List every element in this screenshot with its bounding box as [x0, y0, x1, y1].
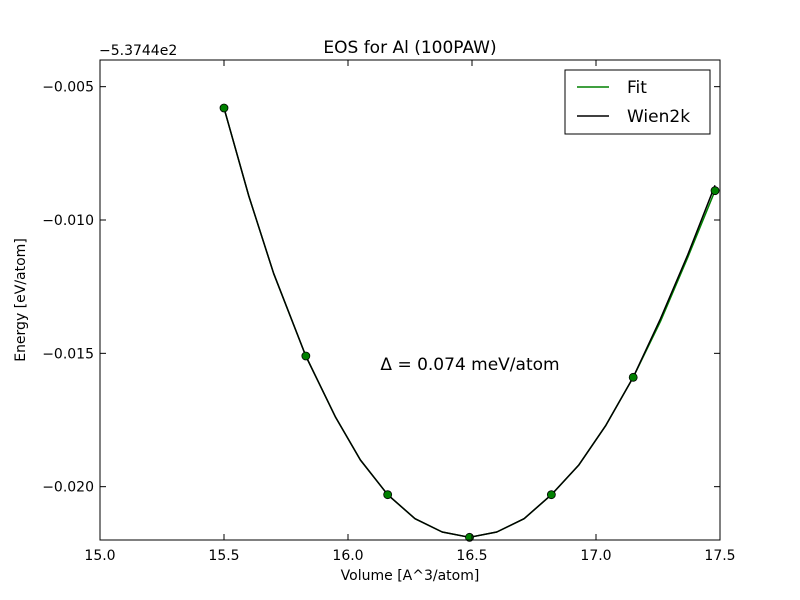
- legend-label-fit: Fit: [627, 78, 647, 98]
- y-tick-label: −0.010: [42, 213, 94, 229]
- data-point: [301, 351, 311, 361]
- x-tick-label: 16.5: [456, 548, 487, 564]
- axis-ticks: 15.0 15.5 16.0 16.5 17.0 17.5 −0.005 −0.010 −0.0…: [42, 60, 736, 564]
- axes-frame: [99, 59, 721, 541]
- x-tick-label: 17.0: [580, 548, 611, 564]
- data-point: [628, 372, 638, 382]
- legend-label-wien2k: Wien2k: [627, 107, 690, 127]
- legend: Fit Wien2k: [564, 69, 711, 135]
- y-tick-label: −0.005: [42, 80, 94, 96]
- y-axis-offset-label: −5.3744e2: [99, 43, 177, 59]
- x-tick-label: 16.0: [332, 548, 363, 564]
- x-tick-label: 17.5: [704, 548, 735, 564]
- data-point: [383, 490, 393, 500]
- legend-box: [564, 69, 711, 135]
- x-tick-label: 15.0: [84, 548, 115, 564]
- data-points: [219, 103, 720, 542]
- data-point: [546, 490, 556, 500]
- delta-annotation: Δ = 0.074 meV/atom: [380, 355, 559, 375]
- data-point: [710, 186, 720, 196]
- y-axis-label: Energy [eV/atom]: [13, 238, 29, 362]
- y-tick-label: −0.020: [42, 480, 94, 496]
- x-tick-label: 15.5: [208, 548, 239, 564]
- chart-title: EOS for Al (100PAW): [323, 38, 496, 58]
- data-point: [219, 103, 229, 113]
- y-tick-label: −0.015: [42, 346, 94, 362]
- x-axis-label: Volume [A^3/atom]: [341, 568, 480, 584]
- plot-area: 15.0 15.5 16.0 16.5 17.0 17.5 −0.005 −0.010 −0.0…: [42, 59, 736, 564]
